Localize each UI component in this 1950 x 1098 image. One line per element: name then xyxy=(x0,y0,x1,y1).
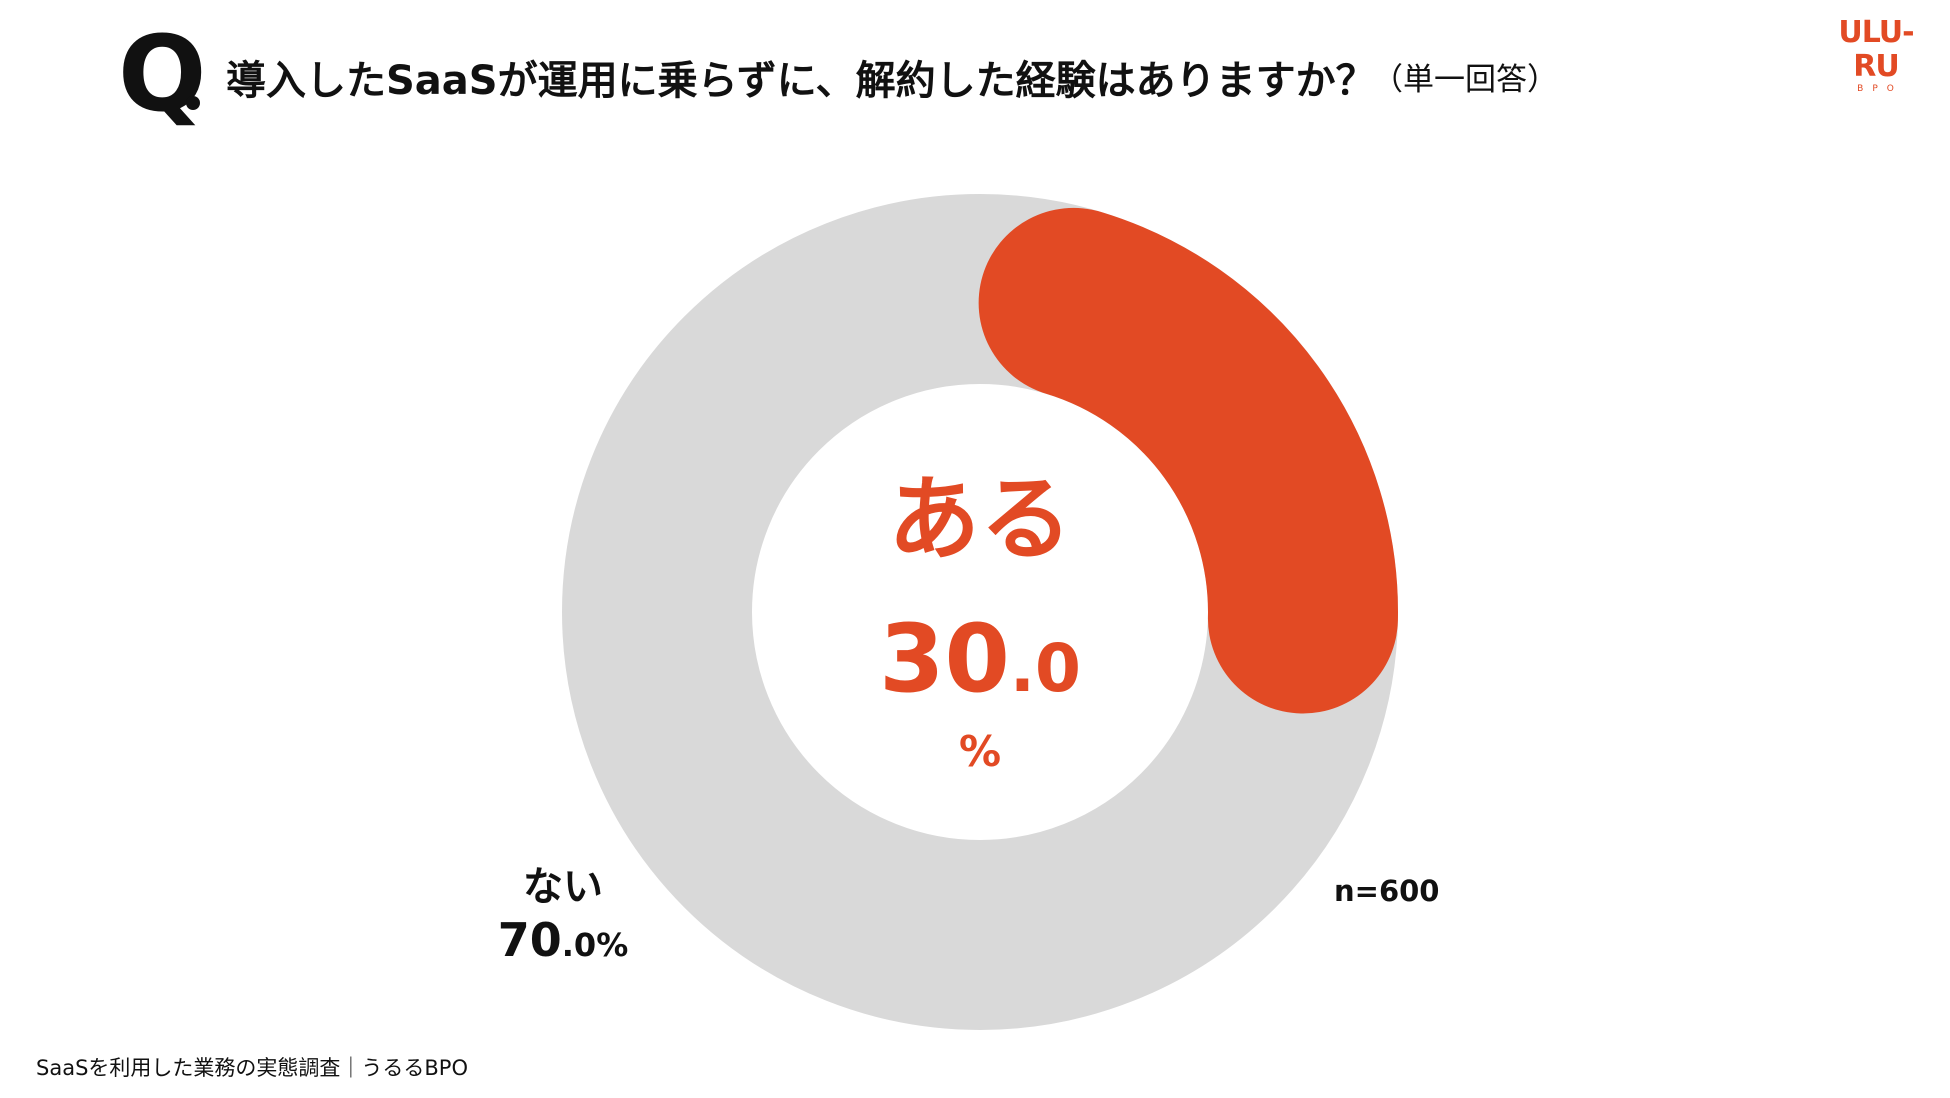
center-unit-label: % xyxy=(958,727,1002,776)
footer-source: SaaSを利用した業務の実態調査｜うるるBPO xyxy=(36,1056,468,1080)
center-value-label: 30.0 xyxy=(830,605,1130,724)
question-title: 導入したSaaSが運用に乗らずに、解約した経験はありますか？ xyxy=(226,58,1376,104)
logo-wordmark: ULU-RU xyxy=(1838,15,1914,84)
question-marker-dot xyxy=(186,96,200,110)
sample-size-label: n=600 xyxy=(1334,874,1440,908)
logo-subtext: BPO xyxy=(1857,84,1903,94)
question-note: （単一回答） xyxy=(1372,62,1558,98)
outside-value-decimal: .0 xyxy=(561,926,597,964)
outside-category-label: ない xyxy=(523,864,603,910)
outside-value-integer: 70 xyxy=(497,913,562,967)
center-category-label: ある xyxy=(887,466,1072,573)
donut-slice-aru xyxy=(978,207,1398,714)
center-value-integer: 30 xyxy=(879,605,1010,714)
uluru-logo: ULU-RU BPO xyxy=(1820,16,1932,95)
outside-value-label: 70.0% xyxy=(478,912,648,973)
center-value-decimal: .0 xyxy=(1009,630,1081,707)
outside-value-unit: % xyxy=(596,926,629,964)
